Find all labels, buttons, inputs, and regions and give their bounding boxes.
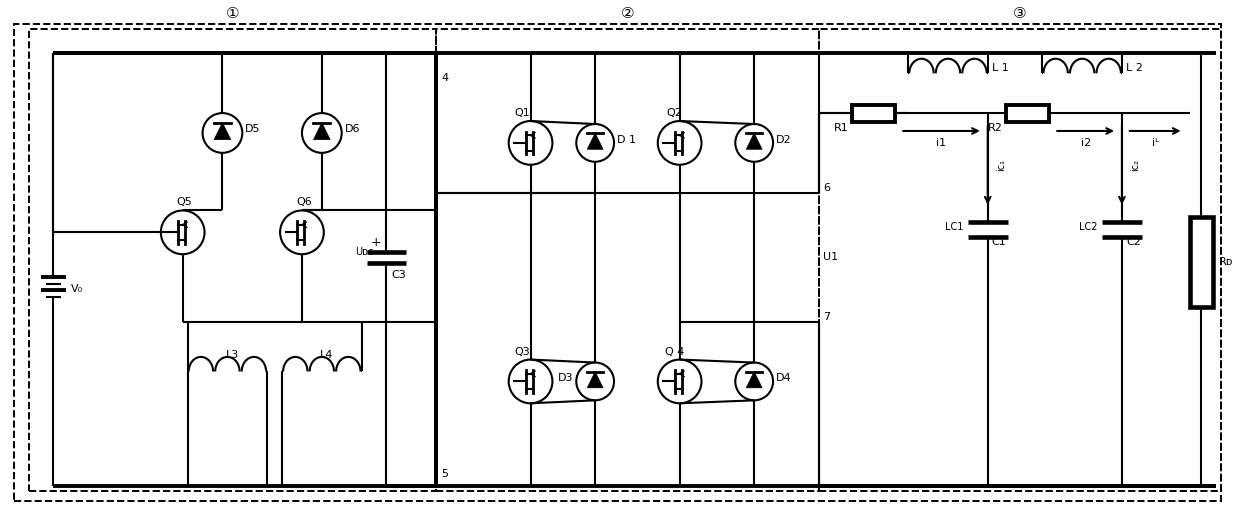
Text: Q5: Q5 <box>177 196 192 206</box>
Text: C3: C3 <box>392 270 407 280</box>
Text: D5: D5 <box>246 124 260 134</box>
Text: 7: 7 <box>823 312 830 322</box>
Text: ①: ① <box>226 6 239 21</box>
Text: L 1: L 1 <box>992 64 1008 73</box>
Text: ③: ③ <box>1013 6 1027 21</box>
Bar <box>436 28 818 491</box>
Text: iᴄ₁: iᴄ₁ <box>996 159 1006 171</box>
Polygon shape <box>588 372 603 388</box>
Text: C2: C2 <box>1126 237 1141 247</box>
Bar <box>1006 104 1049 121</box>
Polygon shape <box>588 133 603 149</box>
Text: 6: 6 <box>823 183 830 193</box>
Text: Rᴅ: Rᴅ <box>1219 257 1234 267</box>
Text: Q1: Q1 <box>515 108 531 118</box>
Text: L 2: L 2 <box>1126 64 1143 73</box>
Text: L3: L3 <box>226 349 239 359</box>
Text: D2: D2 <box>776 135 791 145</box>
Text: Q2: Q2 <box>667 108 682 118</box>
Text: D4: D4 <box>776 373 791 384</box>
Polygon shape <box>215 123 231 140</box>
Bar <box>818 28 1221 491</box>
Text: R1: R1 <box>833 123 848 133</box>
Text: C1: C1 <box>992 237 1007 247</box>
Polygon shape <box>746 133 763 149</box>
Bar <box>852 104 895 121</box>
Text: LC1: LC1 <box>945 222 963 232</box>
Text: iᴄ₂: iᴄ₂ <box>1130 159 1140 171</box>
Text: Q3: Q3 <box>515 346 531 357</box>
Text: ②: ② <box>621 6 635 21</box>
Text: 4: 4 <box>441 73 448 83</box>
Bar <box>29 28 436 491</box>
Polygon shape <box>314 123 330 140</box>
Text: U1: U1 <box>823 252 838 262</box>
Text: i1: i1 <box>936 138 946 148</box>
Text: D3: D3 <box>558 373 573 384</box>
Bar <box>1189 218 1214 307</box>
Polygon shape <box>746 372 763 388</box>
Text: L4: L4 <box>320 349 334 359</box>
Text: iᴸ: iᴸ <box>1152 138 1158 148</box>
Text: Q6: Q6 <box>296 196 311 206</box>
Text: i2: i2 <box>1080 138 1091 148</box>
Text: Uᴅᴄ: Uᴅᴄ <box>355 247 373 257</box>
Text: 5: 5 <box>441 469 448 479</box>
Text: +: + <box>371 236 382 249</box>
Text: LC2: LC2 <box>1079 222 1097 232</box>
Text: R2: R2 <box>988 123 1003 133</box>
Text: D6: D6 <box>345 124 360 134</box>
Text: Q 4: Q 4 <box>665 346 684 357</box>
Text: D 1: D 1 <box>618 135 636 145</box>
Text: V₀: V₀ <box>72 284 83 294</box>
